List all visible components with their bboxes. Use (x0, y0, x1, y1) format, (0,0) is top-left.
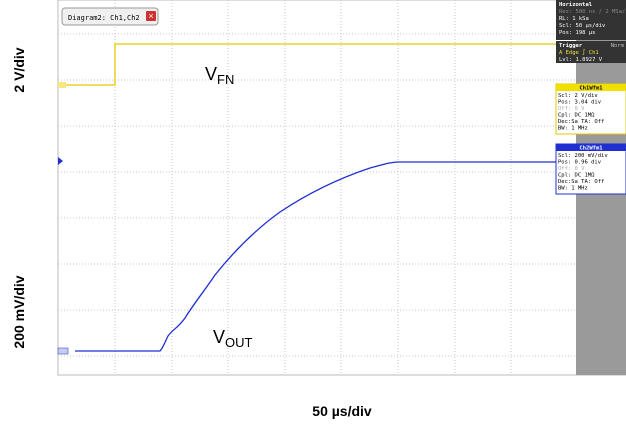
info-line: Scl: 2 V/div (558, 93, 598, 99)
ch2-marker (57, 347, 69, 355)
box-title: Ch1Wfm1 (579, 86, 603, 92)
screen (57, 0, 626, 376)
box-title: Horizontal (559, 2, 592, 8)
info-line: Pos: 3.04 div (558, 100, 602, 106)
vout-label: VOUT (213, 327, 253, 350)
ch2-trace (75, 161, 576, 352)
info-line: Dec:Sa TA: Off (558, 179, 604, 185)
info-line: Scl: 50 µs/div (559, 23, 606, 29)
info-line: Res: 500 ns / 2 MSa/s (559, 9, 626, 15)
ch1-marker (58, 82, 66, 88)
channel-box (555, 143, 626, 195)
tab-title: Diagram2: Ch1,Ch2 (68, 14, 140, 22)
grid (58, 0, 576, 375)
trigger-box (556, 41, 626, 63)
channel-header (556, 144, 626, 151)
info-line: Pos: 0.96 div (558, 160, 602, 166)
info-line: Pos: 198 µs (559, 30, 595, 36)
info-line: BW: 1 MHz (558, 186, 588, 192)
info-line: Scl: 200 mV/div (558, 153, 608, 159)
box-title: Ch2Wfm1 (579, 146, 603, 152)
info-line: Dec:Sa TA: Off (558, 119, 604, 125)
info-line: Off: 0 V (558, 106, 585, 112)
close-x: × (148, 11, 153, 21)
diagram-tab[interactable] (61, 7, 159, 26)
vfn-label: VFN (205, 64, 234, 87)
info-line: BW: 1 MHz (558, 126, 588, 132)
close-icon[interactable] (146, 11, 156, 21)
info-line: Cpl: DC 1MΩ (558, 113, 595, 119)
box-title: Trigger (559, 43, 583, 49)
info-line: Off: 0 V (558, 166, 585, 172)
info-line: A Edge ∫ Ch1 (559, 49, 599, 56)
trigger-mode: Norm (611, 43, 625, 49)
horizontal-box (556, 0, 626, 40)
ch1-trace (58, 43, 576, 86)
ch2-scale: 200 mV/div (11, 275, 27, 348)
info-line: Cpl: DC 1MΩ (558, 173, 595, 179)
channel-header (556, 84, 626, 91)
time-scale: 50 µs/div (312, 403, 372, 419)
info-line: Lvl: 1.8927 V (559, 57, 603, 63)
channel-box (555, 83, 626, 135)
info-line: RL: 1 kSa (559, 16, 589, 22)
trigger-marker (58, 157, 63, 165)
ch1-scale: 2 V/div (11, 47, 27, 92)
